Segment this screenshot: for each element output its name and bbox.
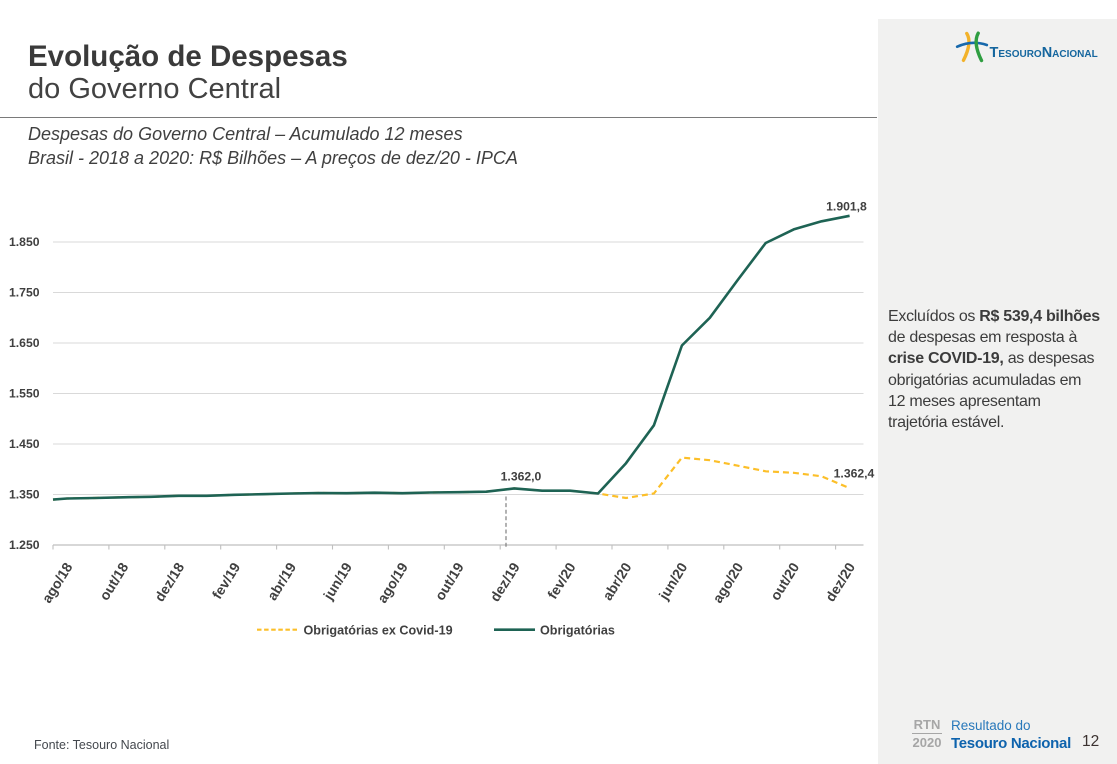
svg-text:out/20: out/20 (767, 559, 803, 603)
svg-text:fev/20: fev/20 (544, 559, 579, 601)
svg-text:dez/20: dez/20 (822, 559, 858, 604)
svg-text:1.550: 1.550 (9, 387, 40, 401)
svg-text:1.250: 1.250 (9, 538, 40, 552)
svg-text:1.350: 1.350 (9, 488, 40, 502)
svg-text:1.750: 1.750 (9, 286, 40, 300)
svg-text:1.901,8: 1.901,8 (826, 200, 867, 214)
svg-text:TesouroNacional: TesouroNacional (990, 45, 1098, 61)
svg-text:ago/18: ago/18 (38, 559, 75, 605)
svg-text:out/19: out/19 (431, 559, 467, 603)
svg-text:out/18: out/18 (96, 559, 132, 603)
svg-text:ago/19: ago/19 (374, 559, 411, 605)
svg-text:1.850: 1.850 (9, 235, 40, 249)
svg-text:fev/19: fev/19 (209, 559, 244, 601)
svg-text:dez/18: dez/18 (151, 559, 187, 604)
svg-text:jun/19: jun/19 (320, 559, 356, 603)
svg-text:ago/20: ago/20 (709, 559, 746, 605)
svg-text:1.362,0: 1.362,0 (501, 470, 542, 484)
svg-text:jun/20: jun/20 (655, 559, 691, 603)
svg-text:abr/19: abr/19 (264, 559, 300, 603)
svg-text:1.450: 1.450 (9, 437, 40, 451)
svg-text:Obrigatórias ex Covid-19: Obrigatórias ex Covid-19 (304, 623, 453, 637)
svg-text:1.362,4: 1.362,4 (834, 467, 875, 481)
svg-text:abr/20: abr/20 (599, 559, 635, 603)
svg-text:Obrigatórias: Obrigatórias (540, 623, 615, 637)
svg-text:dez/19: dez/19 (486, 559, 522, 604)
svg-text:1.650: 1.650 (9, 336, 40, 350)
